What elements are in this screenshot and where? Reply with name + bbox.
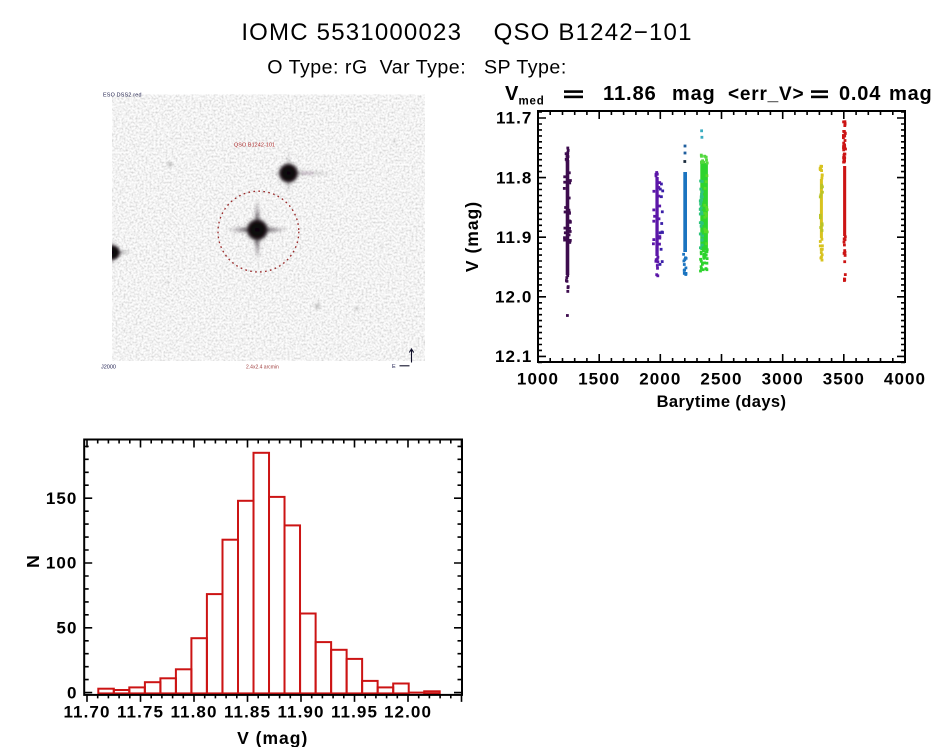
svg-text:V: V	[505, 83, 519, 105]
svg-text:<err_V>: <err_V>	[728, 84, 804, 105]
svg-text:2000: 2000	[639, 370, 681, 389]
svg-text:150: 150	[46, 489, 78, 508]
svg-text:1000: 1000	[517, 370, 559, 389]
svg-text:12.00: 12.00	[384, 703, 432, 722]
svg-text:QSO B1242-101: QSO B1242-101	[234, 143, 275, 149]
svg-text:3000: 3000	[762, 370, 804, 389]
svg-text:Barytime (days): Barytime (days)	[657, 393, 787, 411]
svg-text:IOMC 5531000023 QSO B1242−1: IOMC 5531000023 QSO B1242−101	[241, 19, 692, 46]
svg-text:11.80: 11.80	[170, 703, 217, 722]
svg-text:O Type: rG Var Type: SP Typ: O Type: rG Var Type: SP Type:	[267, 57, 567, 79]
svg-text:11.75: 11.75	[117, 703, 164, 722]
svg-text:3500: 3500	[823, 370, 865, 389]
svg-text:V (mag): V (mag)	[237, 728, 308, 747]
svg-text:11.90: 11.90	[277, 703, 324, 722]
svg-text:11.95: 11.95	[331, 703, 378, 722]
svg-text:E: E	[392, 364, 396, 370]
svg-text:12.1: 12.1	[495, 347, 533, 366]
svg-text:11.9: 11.9	[496, 228, 533, 247]
svg-text:2500: 2500	[700, 370, 742, 389]
svg-text:mag: mag	[672, 83, 716, 105]
svg-text:11.85: 11.85	[224, 703, 271, 722]
svg-text:ESO DSS2 red: ESO DSS2 red	[103, 93, 142, 99]
svg-text:mag: mag	[889, 83, 933, 105]
svg-text:50: 50	[56, 619, 77, 638]
svg-text:0.04: 0.04	[839, 83, 881, 105]
svg-text:11.7: 11.7	[496, 109, 533, 128]
svg-text:N: N	[23, 554, 43, 568]
svg-text:1500: 1500	[578, 370, 620, 389]
svg-text:11.70: 11.70	[63, 703, 110, 722]
svg-text:11.8: 11.8	[496, 168, 533, 187]
svg-text:med: med	[519, 96, 545, 108]
svg-text:2.4x2.4 arcmin: 2.4x2.4 arcmin	[246, 365, 279, 371]
svg-text:11.86: 11.86	[603, 83, 657, 105]
svg-text:J2000: J2000	[101, 365, 116, 371]
svg-text:100: 100	[46, 554, 78, 573]
svg-text:0: 0	[67, 683, 78, 702]
svg-text:12.0: 12.0	[495, 288, 533, 307]
svg-text:V (mag): V (mag)	[462, 201, 482, 272]
svg-text:4000: 4000	[884, 370, 926, 389]
